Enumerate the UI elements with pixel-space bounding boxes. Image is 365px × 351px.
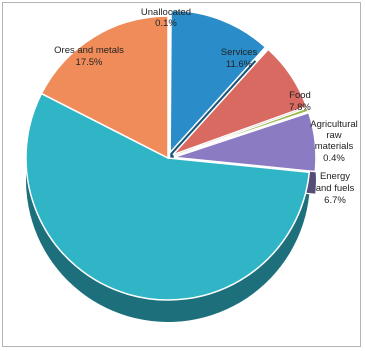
label-energy-line-1: Energy bbox=[320, 171, 350, 182]
label-ores-value: 17.5% bbox=[76, 57, 103, 68]
label-energy-and-fuels: Energy and fuels 6.7% bbox=[316, 171, 355, 206]
label-services: Services 11.6% bbox=[221, 47, 258, 70]
label-agricultural-raw-materials: Agricultural raw materials 0.4% bbox=[310, 119, 358, 164]
label-energy-value: 6.7% bbox=[324, 195, 346, 206]
pie-slice-agricultural-raw-materials bbox=[173, 106, 310, 157]
label-food-name: Food bbox=[289, 90, 311, 101]
label-agricultural-value: 0.4% bbox=[323, 153, 345, 164]
label-services-name: Services bbox=[221, 47, 258, 58]
pie-top-layer bbox=[25, 9, 317, 301]
pie-slice-services bbox=[169, 9, 267, 155]
pie-slice-energy-and-fuels bbox=[173, 111, 317, 173]
label-ores-name: Ores and metals bbox=[54, 45, 124, 56]
label-energy-line-2: and fuels bbox=[316, 183, 355, 194]
label-unallocated-value: 0.1% bbox=[155, 18, 177, 29]
pie-slice-ores-and-metals bbox=[40, 15, 169, 160]
label-agricultural-line-1: Agricultural bbox=[310, 119, 358, 130]
label-unallocated: Unallocated 0.1% bbox=[141, 7, 191, 29]
label-services-value: 11.6% bbox=[226, 59, 253, 70]
label-agricultural-line-3: materials bbox=[315, 141, 354, 152]
label-agricultural-line-2: raw bbox=[326, 130, 341, 141]
pie-slice-food bbox=[172, 48, 308, 156]
label-food-value: 7.8% bbox=[289, 102, 311, 113]
label-unallocated-name: Unallocated bbox=[141, 7, 191, 18]
label-food: Food 7.8% bbox=[289, 90, 311, 113]
label-ores-and-metals: Ores and metals 17.5% bbox=[54, 45, 124, 68]
pie-slice-unlabeled-5 bbox=[25, 92, 311, 301]
